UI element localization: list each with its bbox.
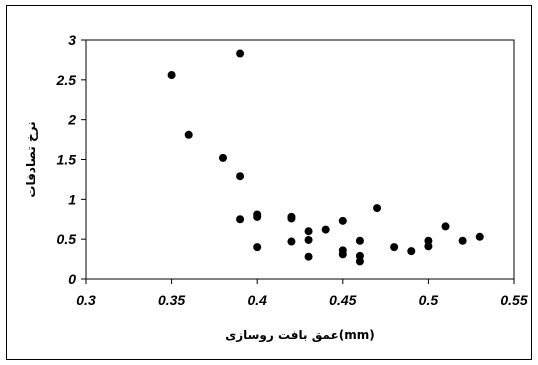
data-point	[338, 250, 347, 259]
data-point	[355, 236, 364, 245]
data-point	[304, 235, 313, 244]
data-point	[287, 214, 296, 223]
data-point	[253, 243, 262, 252]
data-point	[458, 236, 467, 245]
y-tick-label: 2	[67, 112, 76, 128]
data-point	[390, 243, 399, 252]
data-point	[304, 227, 313, 236]
data-point	[407, 247, 416, 256]
data-point	[167, 71, 176, 80]
x-tick-label: 0.5	[419, 292, 439, 308]
x-tick-label: 0.55	[500, 292, 527, 308]
data-points	[167, 49, 484, 266]
x-axis-title: عمق بافت روسازی(mm)	[225, 328, 375, 343]
chart-frame	[6, 5, 532, 360]
data-point	[424, 242, 433, 251]
data-point	[355, 251, 364, 260]
x-tick-label: 0.45	[329, 292, 356, 308]
data-point	[424, 236, 433, 245]
y-axis-title: نرخ تصادفات	[24, 121, 38, 197]
data-point	[338, 216, 347, 225]
y-tick-label: 1.5	[57, 152, 77, 168]
y-axis-ticks: 0 0.5 1 1.5 2 2.5 3	[56, 32, 86, 287]
plot-area	[85, 39, 515, 280]
data-point	[441, 222, 450, 231]
data-point	[236, 172, 245, 181]
x-tick-label: 0.35	[158, 292, 185, 308]
data-point	[184, 130, 193, 139]
y-tick-label: 3	[68, 32, 76, 48]
data-point	[304, 252, 313, 261]
y-tick-label: 0	[68, 271, 76, 287]
y-tick-label: 0.5	[57, 231, 77, 247]
data-point	[475, 232, 484, 241]
x-tick-label: 0.3	[76, 292, 96, 308]
data-point	[287, 237, 296, 246]
x-tick-label: 0.4	[247, 292, 267, 308]
data-point	[218, 153, 227, 162]
y-tick-label: 1	[68, 191, 76, 207]
data-point	[236, 49, 245, 58]
plot-border	[85, 39, 515, 280]
data-point	[321, 225, 330, 234]
y-tick-label: 2.5	[56, 72, 77, 88]
data-point	[253, 212, 262, 221]
data-point	[355, 257, 364, 266]
data-point	[373, 204, 382, 213]
x-axis-ticks: 0.3 0.35 0.4 0.45 0.5 0.55	[76, 279, 528, 308]
data-point	[236, 215, 245, 224]
